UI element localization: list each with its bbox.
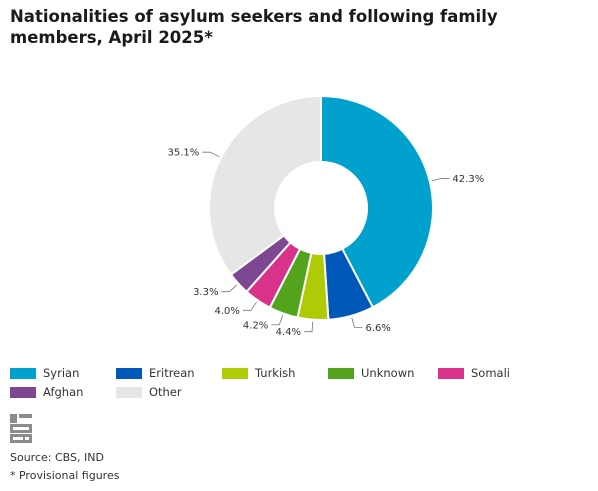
data-label-syrian: 42.3% xyxy=(452,174,484,185)
data-label-other: 35.1% xyxy=(167,148,199,159)
legend-label: Turkish xyxy=(255,366,296,380)
data-label-turkish: 4.4% xyxy=(276,327,301,338)
legend-swatch xyxy=(10,386,36,398)
leader-line-eritrean xyxy=(351,317,363,328)
data-label-afghan: 3.3% xyxy=(193,287,218,298)
leader-line-syrian xyxy=(431,178,450,182)
legend-label: Afghan xyxy=(43,385,84,399)
slice-other xyxy=(208,94,322,276)
legend-swatch xyxy=(328,367,354,379)
footnote-text: * Provisional figures xyxy=(10,469,120,482)
source-text: Source: CBS, IND xyxy=(10,451,104,464)
legend-item-other: Other xyxy=(116,385,182,399)
cbs-logo-icon xyxy=(10,414,32,443)
legend-label: Eritrean xyxy=(149,366,195,380)
leader-line-afghan xyxy=(221,284,238,293)
data-label-unknown: 4.2% xyxy=(243,320,268,331)
slice-syrian xyxy=(320,94,434,309)
slice-labels: 42.3% 6.6% 4.4% 4.2%4.0% 3.3% 35.1% xyxy=(167,148,484,339)
legend-item-turkish: Turkish xyxy=(222,366,295,380)
leader-line-somali xyxy=(242,301,257,311)
legend-label: Other xyxy=(149,385,182,399)
legend-item-unknown: Unknown xyxy=(328,366,414,380)
legend-swatch xyxy=(438,367,464,379)
legend-item-eritrean: Eritrean xyxy=(116,366,195,380)
data-label-somali: 4.0% xyxy=(215,306,240,317)
legend-label: Somali xyxy=(471,366,510,380)
legend-label: Syrian xyxy=(43,366,80,380)
legend-swatch xyxy=(222,367,248,379)
donut-slices xyxy=(208,94,434,321)
leader-line-turkish xyxy=(304,321,314,333)
legend-item-somali: Somali xyxy=(438,366,510,380)
legend-swatch xyxy=(116,367,142,379)
legend-swatch xyxy=(10,367,36,379)
legend-swatch xyxy=(116,386,142,398)
legend-label: Unknown xyxy=(361,366,415,380)
legend-item-afghan: Afghan xyxy=(10,385,83,399)
legend-item-syrian: Syrian xyxy=(10,366,79,380)
leader-line-other xyxy=(202,151,220,158)
data-label-eritrean: 6.6% xyxy=(366,323,391,334)
chart-title: Nationalities of asylum seekers and foll… xyxy=(10,7,498,47)
leader-line-unknown xyxy=(271,315,284,326)
